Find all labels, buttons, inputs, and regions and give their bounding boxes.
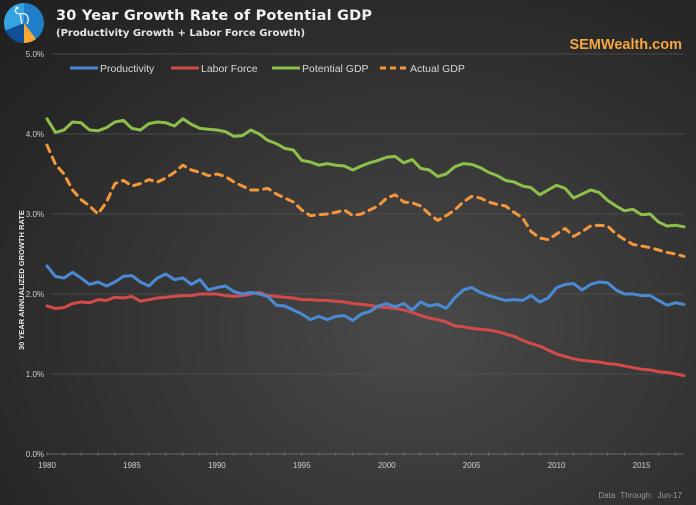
y-axis-ticks: 0.0% 1.0% 2.0% 3.0% 4.0% 5.0% xyxy=(26,50,44,459)
x-tick-label: 1990 xyxy=(208,461,226,470)
x-tick-label: 1995 xyxy=(293,461,311,470)
legend-label: Potential GDP xyxy=(302,63,369,75)
legend-item: Actual GDP xyxy=(380,63,465,75)
series-lines xyxy=(45,117,686,378)
y-axis-title: 30 YEAR ANNUALIZED GROWTH RATE xyxy=(17,210,26,350)
legend-label: Productivity xyxy=(100,63,155,75)
chart-title: 30 Year Growth Rate of Potential GDP xyxy=(56,8,373,24)
legend-label: Labor Force xyxy=(201,63,258,75)
y-tick-label: 3.0% xyxy=(26,210,44,219)
brand-link[interactable]: SEMWealth.com xyxy=(569,37,682,53)
data-through-note: Data Through: Jun-17 xyxy=(598,491,682,500)
y-tick-label: 0.0% xyxy=(26,450,44,459)
y-tick-label: 4.0% xyxy=(26,130,44,139)
series-line-actual-gdp xyxy=(45,143,686,258)
chart-subtitle: (Productivity Growth + Labor Force Growt… xyxy=(56,28,306,39)
x-tick-label: 2005 xyxy=(463,461,481,470)
legend-item: Potential GDP xyxy=(272,63,369,75)
y-tick-label: 5.0% xyxy=(26,50,44,59)
series-line-productivity xyxy=(45,264,686,322)
legend-item: Labor Force xyxy=(171,63,258,75)
x-tick-label: 2010 xyxy=(548,461,566,470)
legend-label: Actual GDP xyxy=(410,63,465,75)
y-tick-label: 2.0% xyxy=(26,290,44,299)
legend: Productivity Labor Force Potential GDP Actu… xyxy=(70,63,465,75)
legend-item: Productivity xyxy=(70,63,155,75)
x-tick-label: 1985 xyxy=(123,461,141,470)
series-line-labor-force xyxy=(45,290,686,378)
x-tick-label: 2015 xyxy=(633,461,651,470)
x-axis: 1980 1985 1990 1995 2000 2005 2010 2015 xyxy=(38,452,684,470)
x-tick-label: 2000 xyxy=(378,461,396,470)
series-line-potential-gdp xyxy=(45,117,686,229)
gridlines xyxy=(52,53,684,375)
y-tick-label: 1.0% xyxy=(26,370,44,379)
x-tick-label: 1980 xyxy=(38,461,56,470)
sem-logo-icon xyxy=(4,3,44,43)
